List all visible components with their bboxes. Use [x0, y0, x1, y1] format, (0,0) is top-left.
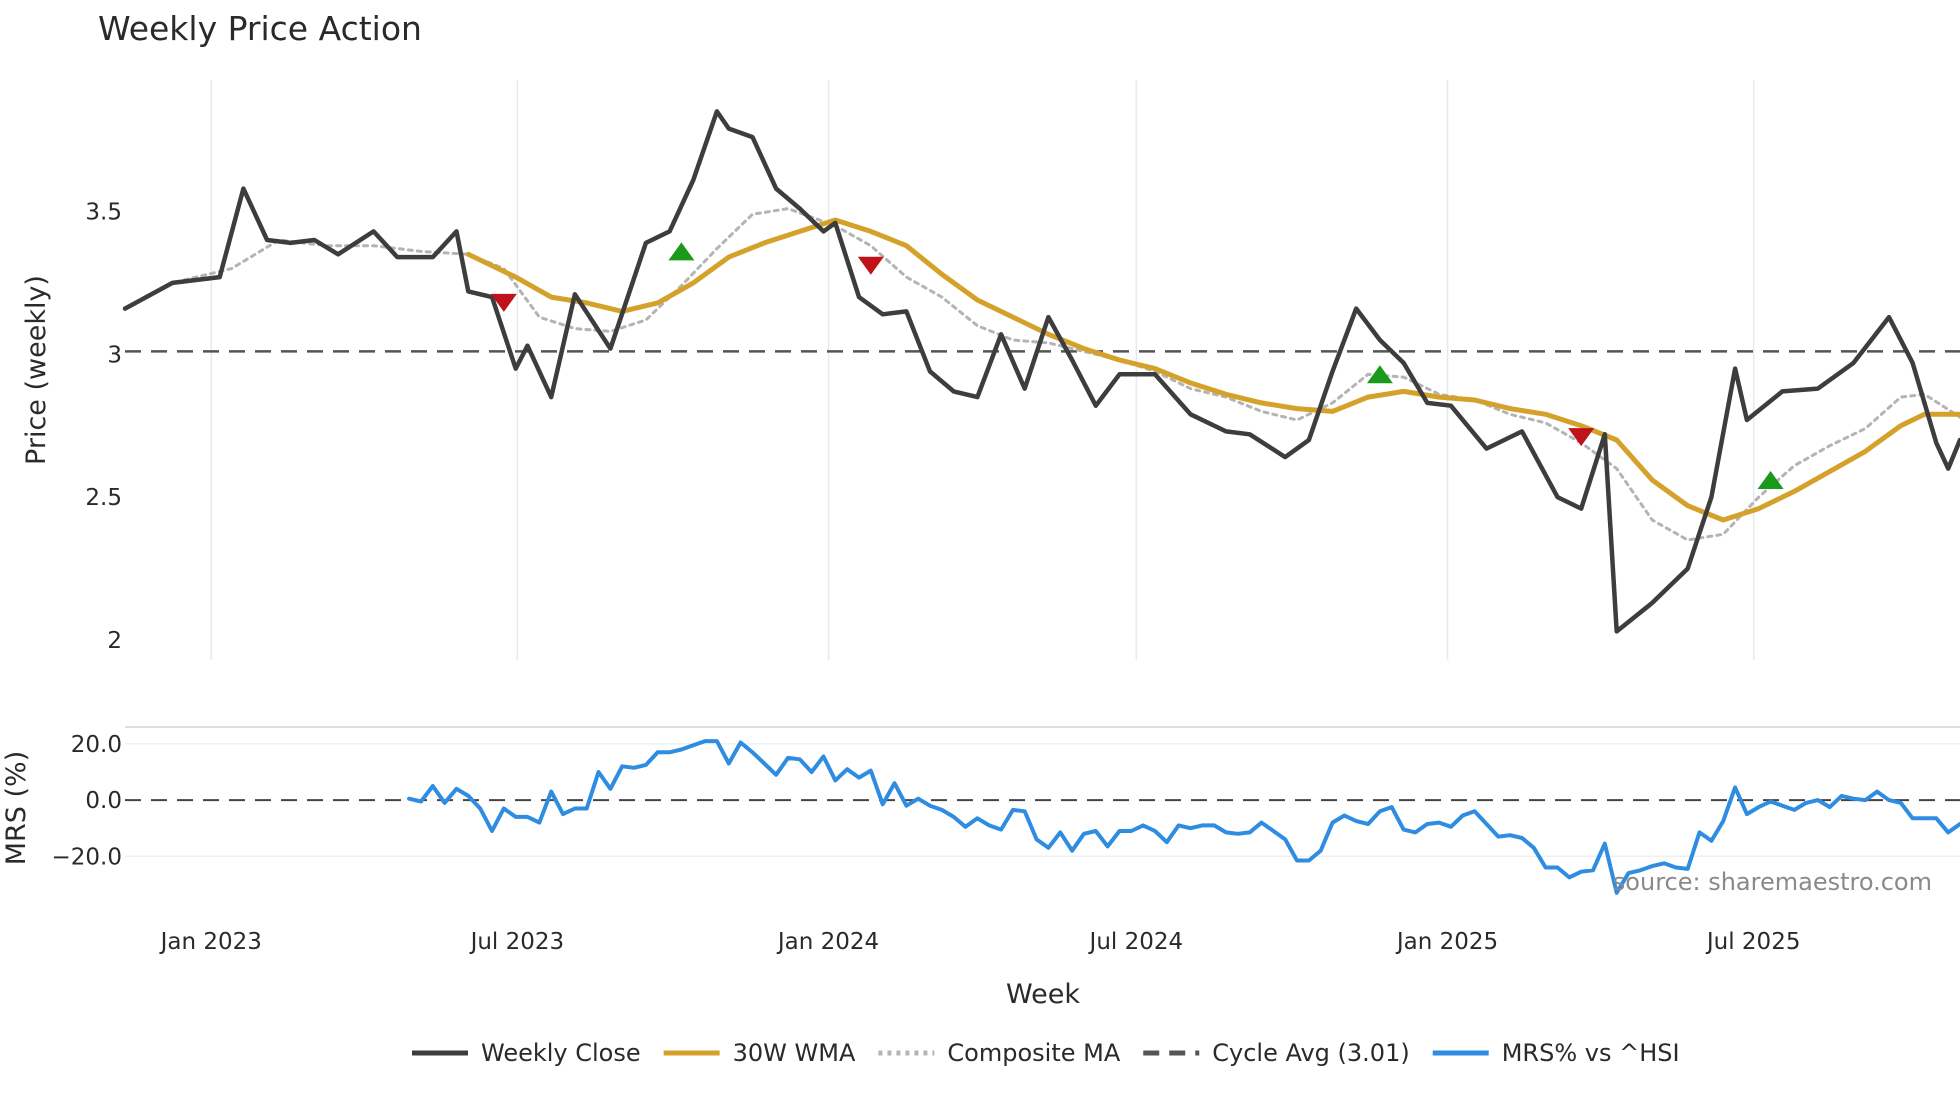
mrs-series — [407, 739, 1960, 895]
mrs-y-axis-label: MRS (%) — [1, 751, 32, 866]
buy-signal-marker — [668, 242, 695, 261]
legend-label-cycle-avg-3-01: Cycle Avg (3.01) — [1212, 1039, 1409, 1067]
price-y-ticks: 2 2.5 3 3.5 — [85, 199, 122, 654]
chart-title: Weekly Price Action — [98, 9, 422, 48]
price-y-tick-label: 2.5 — [85, 485, 122, 511]
x-gridlines — [210, 80, 1755, 660]
legend-label-mrs-vs-hsi: MRS% vs ^HSI — [1502, 1039, 1680, 1067]
price-y-tick-label: 2 — [107, 628, 122, 654]
legend-label-weekly-close: Weekly Close — [481, 1039, 641, 1067]
mrs-y-tick-label: −20.0 — [52, 844, 122, 870]
x-axis-label: Week — [1006, 979, 1080, 1010]
mrs-line — [407, 739, 1960, 895]
legend-label-30w-wma: 30W WMA — [733, 1039, 856, 1067]
legend: Weekly Close 30W WMA Composite MA Cycle Avg… — [412, 1039, 1680, 1067]
buy-signal-marker — [1366, 365, 1393, 384]
sell-signal-marker — [1568, 428, 1595, 447]
price-y-axis-label: Price (weekly) — [21, 275, 52, 465]
mrs-y-tick-label: 0.0 — [85, 788, 122, 814]
x-tick-label: Jul 2024 — [1088, 929, 1184, 955]
x-tick-label: Jul 2025 — [1705, 929, 1801, 955]
x-tick-label: Jul 2023 — [469, 929, 565, 955]
composite-ma-line — [182, 207, 1960, 542]
price-y-tick-label: 3.5 — [85, 199, 122, 225]
legend-label-composite-ma: Composite MA — [947, 1039, 1120, 1067]
x-tick-label: Jan 2025 — [1395, 929, 1498, 955]
x-tick-label: Jan 2023 — [159, 929, 262, 955]
price-y-tick-label: 3 — [107, 342, 122, 368]
sell-signal-marker — [490, 293, 517, 312]
30w-wma-line — [465, 217, 1960, 523]
mrs-axis: 20.0 0.0 −20.0 — [52, 726, 1960, 870]
x-tick-labels: Jan 2023 Jul 2023 Jan 2024 Jul 2024 Jan 2025… — [159, 929, 1801, 955]
weekly-close-line — [122, 109, 1960, 634]
signal-markers — [490, 242, 1784, 489]
source-annotation: source: sharemaestro.com — [1613, 868, 1932, 896]
mrs-y-tick-label: 20.0 — [71, 732, 122, 758]
x-tick-label: Jan 2024 — [776, 929, 879, 955]
buy-signal-marker — [1757, 471, 1784, 489]
price-series — [122, 109, 1960, 634]
sell-signal-marker — [857, 256, 884, 275]
